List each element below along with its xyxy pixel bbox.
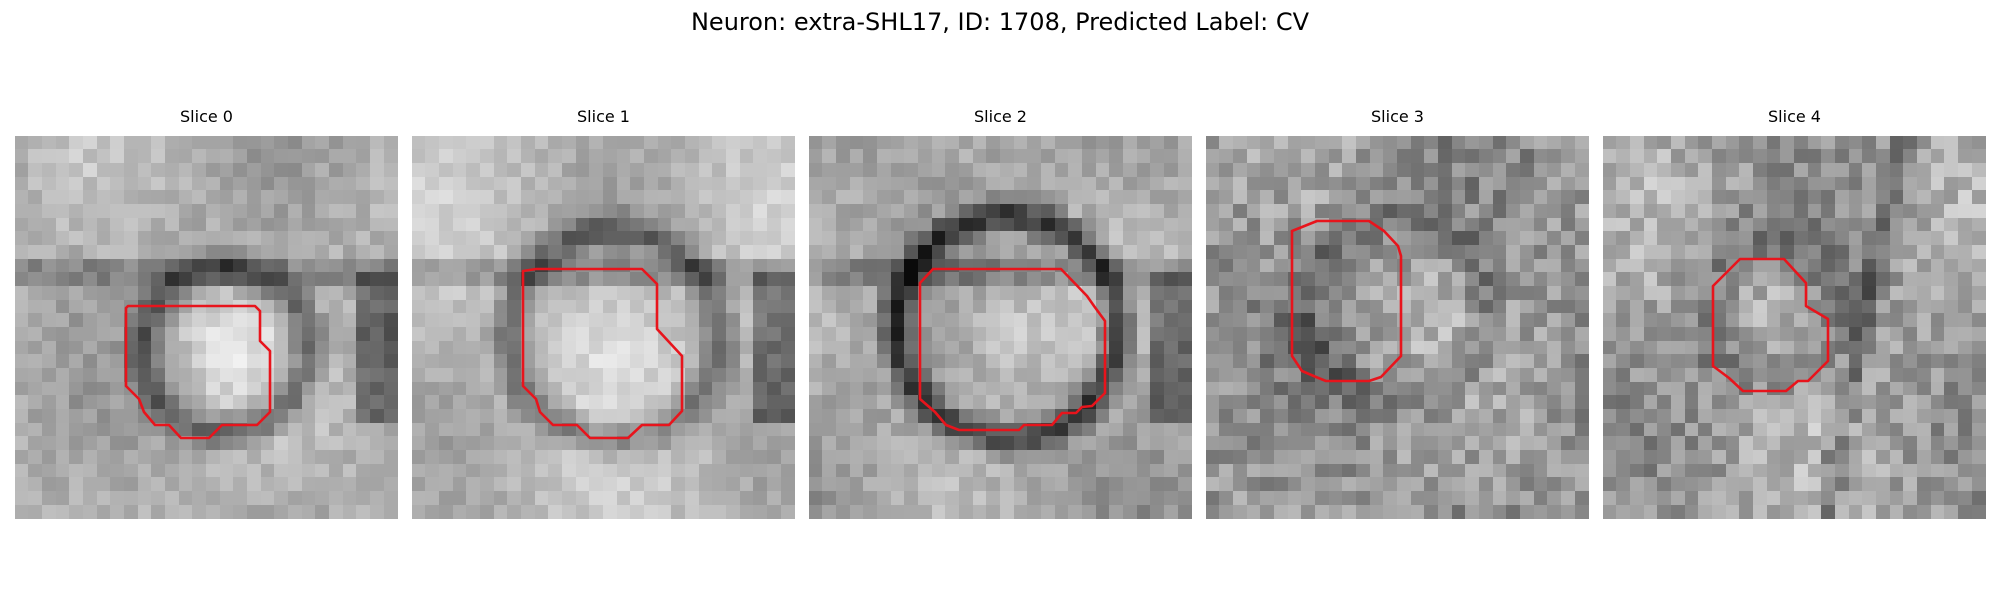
slice-image-3 (1206, 136, 1589, 519)
slice-title-3: Slice 3 (1371, 107, 1424, 126)
slice-title-4: Slice 4 (1768, 107, 1821, 126)
slice-image-2 (809, 136, 1192, 519)
slice-panel-4: Slice 4 (1603, 106, 1986, 519)
segmentation-contour-1 (521, 267, 684, 440)
segmentation-contour-2 (918, 267, 1107, 432)
slice-title-2: Slice 2 (974, 107, 1027, 126)
slice-image-0 (15, 136, 398, 519)
slice-panel-1: Slice 1 (412, 106, 795, 519)
figure-title: Neuron: extra-SHL17, ID: 1708, Predicted… (690, 8, 1310, 36)
contour-overlay-1 (521, 267, 684, 440)
segmentation-contour-4 (1711, 257, 1830, 393)
slice-image-4 (1603, 136, 1986, 519)
slice-image-1 (412, 136, 795, 519)
slice-panel-2: Slice 2 (809, 106, 1192, 519)
slice-panel-0: Slice 0 (15, 106, 398, 519)
contour-overlay-2 (918, 267, 1107, 432)
segmentation-contour-0 (124, 304, 272, 440)
contour-overlay-4 (1711, 257, 1830, 393)
slice-panel-3: Slice 3 (1206, 106, 1589, 519)
slice-title-0: Slice 0 (180, 107, 233, 126)
segmentation-contour-3 (1290, 219, 1403, 383)
contour-overlay-0 (124, 304, 272, 440)
contour-overlay-3 (1290, 219, 1403, 383)
slice-title-1: Slice 1 (577, 107, 630, 126)
